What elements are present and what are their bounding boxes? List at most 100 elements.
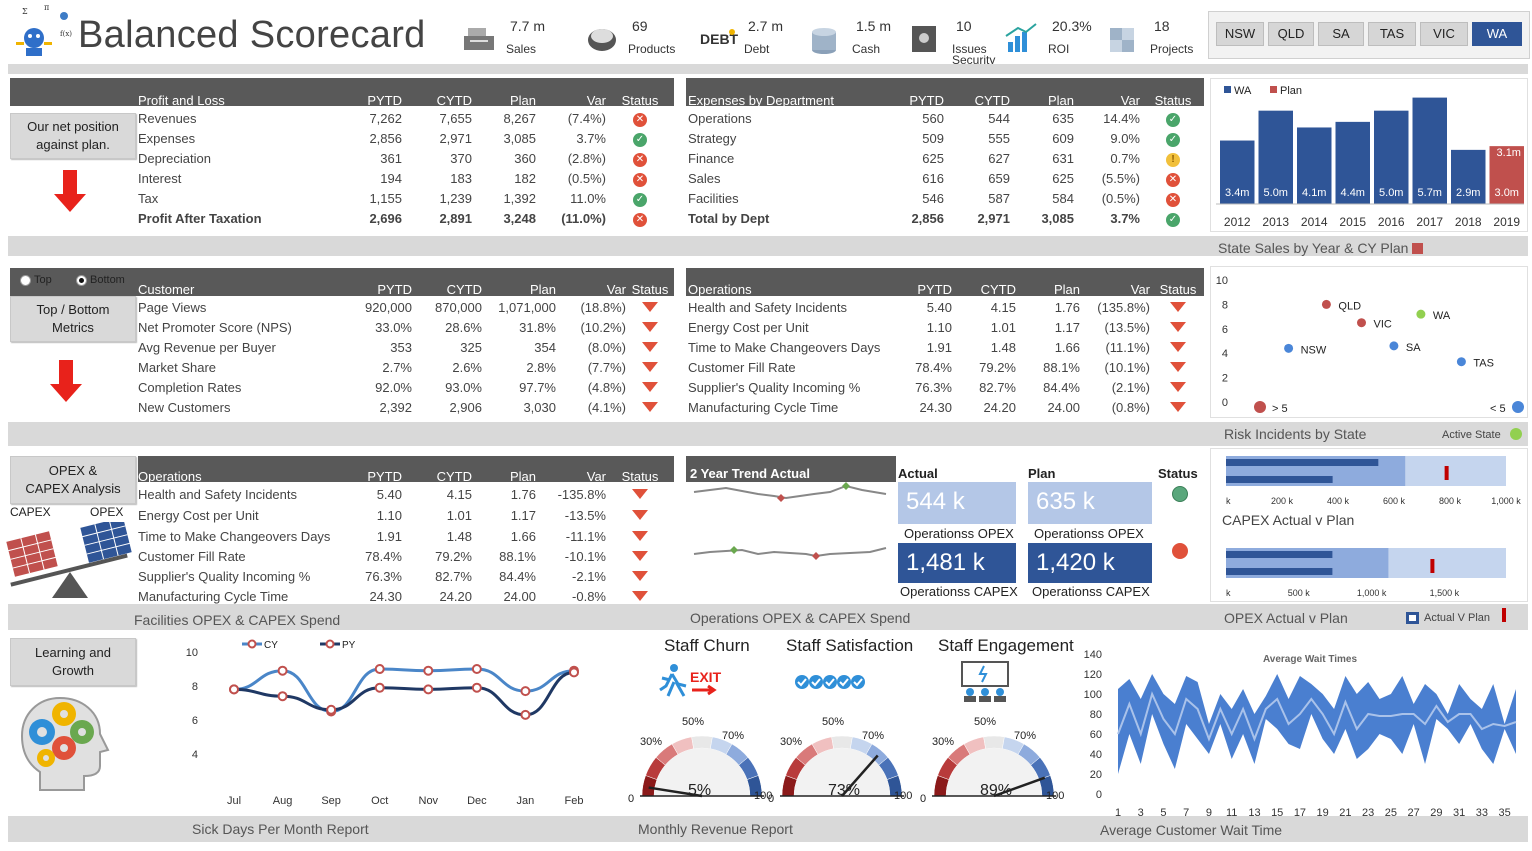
column-header: CYTD [980,282,1016,297]
state-button-qld[interactable]: QLD [1268,22,1314,46]
x-tick-label: 2016 [1378,215,1405,229]
legend-high-dot [1254,401,1266,413]
bar-data-label: 5.0m [1379,187,1403,199]
y-tick-label: 100 [1084,689,1102,701]
cell-status: ✕ [1142,168,1204,188]
cell-name: Finance [688,150,735,166]
exit-icon: EXIT [659,664,722,697]
cell-plan: 625 [1052,170,1074,186]
cell-var: (7.7%) [587,359,626,375]
table-row: New Customers 2,392 2,906 3,030 (4.1%) [136,397,672,417]
status-down-triangle-icon [1170,341,1186,352]
radio-top-circle[interactable] [20,274,31,286]
cell-pytd: 616 [922,170,944,186]
active-state-dot [1510,428,1522,440]
risk-label: Risk Incidents by State [1224,426,1367,442]
cell-plan: 88.1% [1043,359,1080,375]
capex-bullet-bar [1226,459,1379,466]
svg-text:f(x): f(x) [60,30,72,38]
cell-name: Completion Rates [138,379,242,395]
cell-plan: 84.4% [1043,379,1080,395]
radio-bottom-circle[interactable] [76,274,87,286]
actual-v-plan-swatch [1406,612,1419,624]
cell-pytd: 5.40 [376,487,402,502]
bar-data-label: 4.4m [1341,187,1365,199]
radio-bottom[interactable]: Bottom [76,274,125,286]
status-good-icon: ✓ [633,192,647,207]
x-tick-label: 2018 [1455,215,1482,229]
y-tick-label: 10 [186,647,198,659]
cell-pytd: 353 [390,339,412,355]
kpi-value: 10 [956,18,972,34]
state-button-tas[interactable]: TAS [1368,22,1416,46]
x-tick-label: 5 [1160,807,1166,819]
scatter-label: VIC [1374,319,1392,331]
cell-cytd: 183 [450,170,472,186]
x-tick-label: Dec [467,795,487,807]
y-tick-label: 80 [1090,709,1102,721]
debt-icon: DEBT [700,29,738,47]
kpi-roi: 20.3% ROI [1004,14,1104,60]
opex-table: Operations PYTD CYTD Plan Var Status Health an… [136,462,672,606]
cell-cytd: 2,906 [449,399,482,415]
cell-pytd: 76.3% [365,568,402,584]
x-tick-label: Aug [273,795,293,807]
gauge-face [946,748,1042,796]
kpi-label: Debt [744,42,770,56]
pl-header-bar [10,78,674,106]
table-row: Energy Cost per Unit 1.10 1.01 1.17 -13.5% [136,505,672,526]
area-mid-line [1117,691,1517,742]
cell-plan: 182 [514,170,536,186]
cell-pytd: 2,696 [369,210,402,226]
cell-cytd: 2,971 [977,210,1010,226]
tb-header-bar [10,268,674,296]
gauge-needle [841,754,879,797]
area-band [1118,674,1516,774]
cell-cytd: 24.20 [439,588,472,604]
x-tick-label: 7 [1183,807,1189,819]
radio-top[interactable]: Top [20,274,52,286]
table-row: Customer Fill Rate 78.4% 79.2% 88.1% -10.1% [136,546,672,566]
x-tick-label: 2014 [1301,215,1328,229]
cell-name: Page Views [138,299,207,315]
state-button-vic[interactable]: VIC [1420,22,1468,46]
y-tick-label: 40 [1090,749,1102,761]
column-header: Status [1154,93,1192,108]
status-down-triangle-icon [1170,301,1186,312]
cell-plan: 24.00 [503,588,536,604]
kpi-label: ROI [1048,42,1070,56]
table-row: Supplier's Quality Incoming % 76.3% 82.7% 8… [136,566,672,586]
y-tick-label: 2 [1222,373,1228,385]
cell-name: Depreciation [138,150,211,166]
opex-scale-label: OPEX [90,505,124,519]
gauge-tick-label: 70% [862,730,885,742]
y-tick-label: 6 [192,715,198,727]
y-tick-label: 0 [1222,397,1228,409]
cell-status: ✓ [1142,128,1204,148]
state-button-sa[interactable]: SA [1318,22,1364,46]
cell-pytd: 1.10 [376,508,402,523]
cell-plan: 88.1% [499,548,536,564]
status-bad-icon: ✕ [633,212,647,227]
status-good-icon: ✓ [633,132,647,147]
gauge [780,735,904,797]
state-button-nsw[interactable]: NSW [1216,22,1264,46]
cell-plan: 3,248 [503,210,536,226]
app-title: Balanced Scorecard [78,14,426,56]
state-button-wa[interactable]: WA [1472,22,1522,46]
cell-name: Customer Fill Rate [138,548,246,564]
column-header: Plan [1053,282,1080,297]
table-row: Tax 1,155 1,239 1,392 11.0% ✓ [136,188,672,208]
column-header: CYTD [446,282,482,297]
cell-name: Operations [688,110,752,126]
state-sales-label: State Sales by Year & CY Plan [1218,240,1409,256]
scatter-point-sa [1389,341,1399,351]
sick-days-line-chart: 10 8 6 4 CY PY Jul Aug Sep Oct Nov Dec Jan Feb [186,639,583,807]
gauge-tick-label: 0 [628,793,635,805]
cell-var: 0.7% [1110,150,1140,166]
bar-data-label: 4.1m [1302,187,1326,199]
actual-v-plan-label: Actual V Plan [1424,612,1491,624]
plan-opex-sub: Operationss OPEX [1034,526,1144,541]
x-tick-label: 2012 [1224,215,1251,229]
cell-status [608,566,672,586]
